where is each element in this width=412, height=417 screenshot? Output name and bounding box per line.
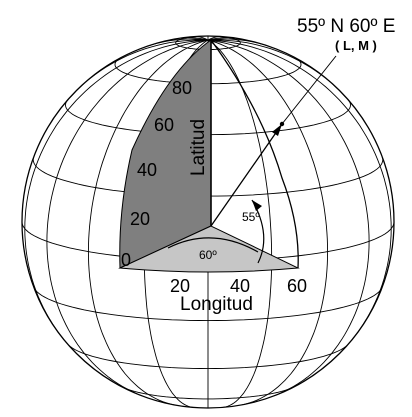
meridian-line [207,39,349,101]
meridian-line [207,37,237,41]
parallel-line [33,287,383,322]
longitude-sector [118,225,300,273]
lat-tick-40: 40 [137,160,157,180]
longitude-angle-arc [167,237,259,253]
meridian-line [147,38,209,47]
latitude-arc-arrowhead [252,200,262,211]
meridian-line [207,39,329,406]
latitude-sector [119,39,212,269]
meridian-line [24,39,209,340]
lat-tick-20: 20 [130,209,150,229]
meridian-line [179,37,209,41]
meridian-line [67,39,209,101]
parallel-line [122,386,294,400]
lon-tick-40: 40 [230,276,250,296]
label-leader-line [281,55,337,125]
lat-tick-80: 80 [172,78,192,98]
lat-tick-60: 60 [154,115,174,135]
longitude-angle-label: 60º [199,248,217,262]
radius-to-point [210,123,283,227]
longitude-axis-title: Longitud [180,294,253,315]
meridian-line [207,38,269,47]
parallel-line [68,344,348,370]
meridian-line [207,39,392,340]
meridian-line [207,39,273,408]
latitude-angle-label: 55º [242,210,260,224]
point-marker [279,121,285,127]
lat-tick-0: 0 [121,250,131,270]
point-meridian [210,39,299,269]
lon-tick-60: 60 [287,276,307,296]
radius-arrowhead [272,124,282,136]
point-coords-label: ( L, M ) [335,38,377,53]
latitude-axis-title: Latitud [188,119,209,176]
meridian-line [87,39,209,406]
lon-tick-20: 20 [170,276,190,296]
point-name-label: 55º N 60º E [297,16,395,37]
